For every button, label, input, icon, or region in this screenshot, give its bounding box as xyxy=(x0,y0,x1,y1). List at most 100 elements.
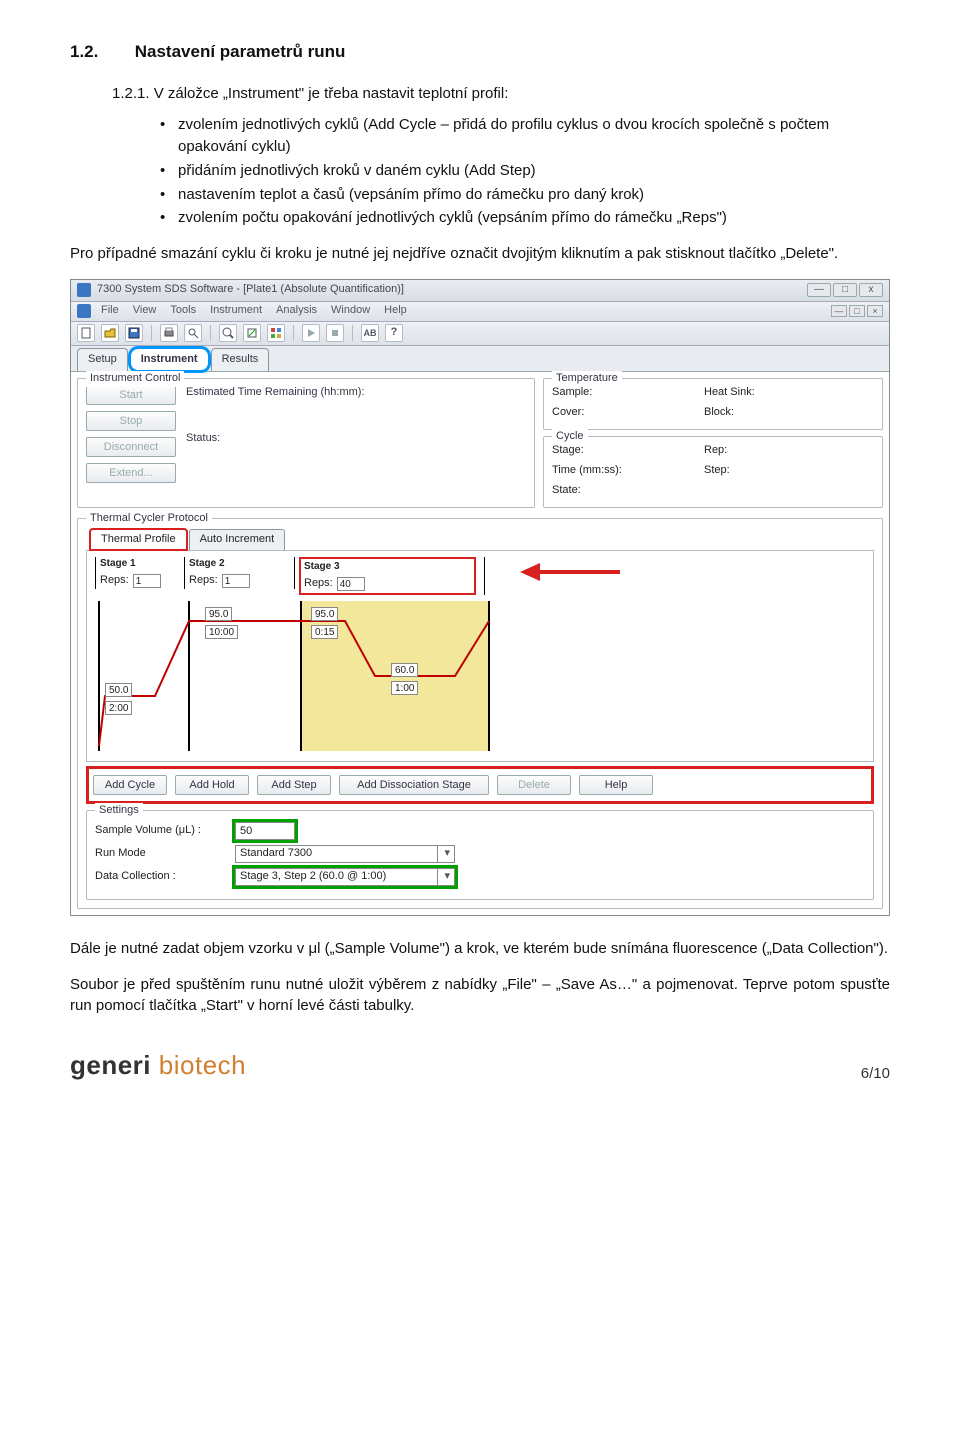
block-label: Block: xyxy=(704,405,764,421)
temp60-box[interactable]: 60.0 xyxy=(391,663,418,677)
etr-label: Estimated Time Remaining (hh:mm): xyxy=(186,385,365,401)
menu-file[interactable]: File xyxy=(101,303,119,319)
toolbar-print-icon[interactable] xyxy=(160,324,178,342)
add-step-button[interactable]: Add Step xyxy=(257,775,331,795)
para-save: Soubor je před spuštěním runu nutné ulož… xyxy=(70,974,890,1018)
time-label: Time (mm:ss): xyxy=(552,463,632,479)
reps1-input[interactable]: 1 xyxy=(133,574,161,588)
mdi-minimize-button[interactable]: — xyxy=(831,305,847,317)
toolbar-new-icon[interactable] xyxy=(77,324,95,342)
menu-view[interactable]: View xyxy=(133,303,157,319)
reps2-input[interactable]: 1 xyxy=(222,574,250,588)
dur100-box[interactable]: 1:00 xyxy=(391,681,418,695)
heading-text: Nastavení parametrů runu xyxy=(135,42,346,61)
thermal-profile-area: Stage 1 Reps:1 Stage 2 Reps:1 Stage 3 Re… xyxy=(86,550,874,762)
cycle-fieldset: Cycle Stage: Rep: Time (mm:ss): Step: St… xyxy=(543,436,883,508)
para-volume: Dále je nutné zadat objem vzorku v μl („… xyxy=(70,938,890,960)
window-close-button[interactable]: x xyxy=(859,283,883,297)
toolbar-save-icon[interactable] xyxy=(125,324,143,342)
section-heading: 1.2. Nastavení parametrů runu xyxy=(70,40,890,65)
heatsink-label: Heat Sink: xyxy=(704,385,764,401)
temp50-box[interactable]: 50.0 xyxy=(105,683,132,697)
brand-tech: tech xyxy=(195,1050,246,1080)
menu-help[interactable]: Help xyxy=(384,303,407,319)
mdi-close-button[interactable]: × xyxy=(867,305,883,317)
run-mode-select[interactable]: Standard 7300 ▾ xyxy=(235,845,455,863)
menu-window[interactable]: Window xyxy=(331,303,370,319)
dur1000-box[interactable]: 10:00 xyxy=(205,625,238,639)
add-hold-button[interactable]: Add Hold xyxy=(175,775,249,795)
intro-line: 1.2.1. V záložce „Instrument" je třeba n… xyxy=(112,83,890,105)
data-collection-select[interactable]: Stage 3, Step 2 (60.0 @ 1:00) ▾ xyxy=(235,868,455,886)
menubar: File View Tools Instrument Analysis Wind… xyxy=(71,302,889,322)
brand-bio: bio xyxy=(159,1050,195,1080)
toolbar-help-icon[interactable]: ? xyxy=(385,324,403,342)
add-dissociation-button[interactable]: Add Dissociation Stage xyxy=(339,775,489,795)
extend-button[interactable]: Extend... xyxy=(86,463,176,483)
toolbar-edit-icon[interactable] xyxy=(243,324,261,342)
stage1-label: Stage 1 xyxy=(100,557,176,572)
toolbar-preview-icon[interactable] xyxy=(184,324,202,342)
chevron-down-icon: ▾ xyxy=(437,869,450,885)
dur015-box[interactable]: 0:15 xyxy=(311,625,338,639)
temp95a-box[interactable]: 95.0 xyxy=(205,607,232,621)
stage-label: Stage: xyxy=(552,443,632,459)
toolbar-text-icon[interactable]: AB xyxy=(361,324,379,342)
toolbar-record-icon[interactable] xyxy=(326,324,344,342)
red-arrow-icon xyxy=(515,557,625,593)
tab-results[interactable]: Results xyxy=(211,348,270,371)
mdi-maximize-button[interactable]: □ xyxy=(849,305,865,317)
add-cycle-button[interactable]: Add Cycle xyxy=(93,775,167,795)
cover-label: Cover: xyxy=(552,405,612,421)
state-label: State: xyxy=(552,483,632,499)
tab-auto-increment[interactable]: Auto Increment xyxy=(189,529,286,550)
profile-button-row: Add Cycle Add Hold Add Step Add Dissocia… xyxy=(86,766,874,804)
temperature-legend: Temperature xyxy=(552,371,622,387)
stages-header: Stage 1 Reps:1 Stage 2 Reps:1 Stage 3 Re… xyxy=(95,557,865,595)
main-tabrow: Setup Instrument Results xyxy=(71,346,889,372)
page-footer: generi biotech 6/10 xyxy=(70,1047,890,1085)
instrument-control-legend: Instrument Control xyxy=(86,371,184,387)
sample-label: Sample: xyxy=(552,385,612,401)
sample-volume-input[interactable]: 50 xyxy=(235,822,295,840)
data-collection-value: Stage 3, Step 2 (60.0 @ 1:00) xyxy=(240,869,386,885)
toolbar-open-icon[interactable] xyxy=(101,324,119,342)
instrument-control-fieldset: Instrument Control Start Stop Disconnect… xyxy=(77,378,535,508)
temperature-fieldset: Temperature Sample: Heat Sink: Cover: Bl… xyxy=(543,378,883,430)
brand-generi: generi xyxy=(70,1050,151,1080)
menu-analysis[interactable]: Analysis xyxy=(276,303,317,319)
temp95b-box[interactable]: 95.0 xyxy=(311,607,338,621)
chevron-down-icon: ▾ xyxy=(437,846,450,862)
bullet-item: nastavením teplot a časů (vepsáním přímo… xyxy=(160,184,890,206)
intro-text: V záložce „Instrument" je třeba nastavit… xyxy=(154,85,509,102)
reps-label: Reps: xyxy=(304,576,333,592)
sample-volume-label: Sample Volume (μL) : xyxy=(95,823,225,839)
start-button[interactable]: Start xyxy=(86,385,176,405)
rep-label: Rep: xyxy=(704,443,754,459)
delete-button[interactable]: Delete xyxy=(497,775,571,795)
tab-setup[interactable]: Setup xyxy=(77,348,128,371)
toolbar-grid-icon[interactable] xyxy=(267,324,285,342)
settings-legend: Settings xyxy=(95,803,143,819)
stop-button[interactable]: Stop xyxy=(86,411,176,431)
stage3-label: Stage 3 xyxy=(304,560,471,575)
data-collection-label: Data Collection : xyxy=(95,869,225,885)
reps3-input[interactable]: 40 xyxy=(337,577,365,591)
window-maximize-button[interactable]: □ xyxy=(833,283,857,297)
menu-tools[interactable]: Tools xyxy=(170,303,196,319)
disconnect-button[interactable]: Disconnect xyxy=(86,437,176,457)
toolbar-zoom-icon[interactable] xyxy=(219,324,237,342)
step-label: Step: xyxy=(704,463,754,479)
help-button[interactable]: Help xyxy=(579,775,653,795)
tab-thermal-profile[interactable]: Thermal Profile xyxy=(90,529,187,550)
window-title: 7300 System SDS Software - [Plate1 (Abso… xyxy=(97,282,404,298)
toolbar-play-icon[interactable] xyxy=(302,324,320,342)
menu-instrument[interactable]: Instrument xyxy=(210,303,262,319)
run-mode-label: Run Mode xyxy=(95,846,225,862)
window-minimize-button[interactable]: — xyxy=(807,283,831,297)
toolbar: AB ? xyxy=(71,322,889,346)
intro-number: 1.2.1. xyxy=(112,85,150,102)
tab-instrument[interactable]: Instrument xyxy=(130,348,209,371)
bullet-item: zvolením jednotlivých cyklů (Add Cycle –… xyxy=(160,114,890,158)
dur200-box[interactable]: 2:00 xyxy=(105,701,132,715)
